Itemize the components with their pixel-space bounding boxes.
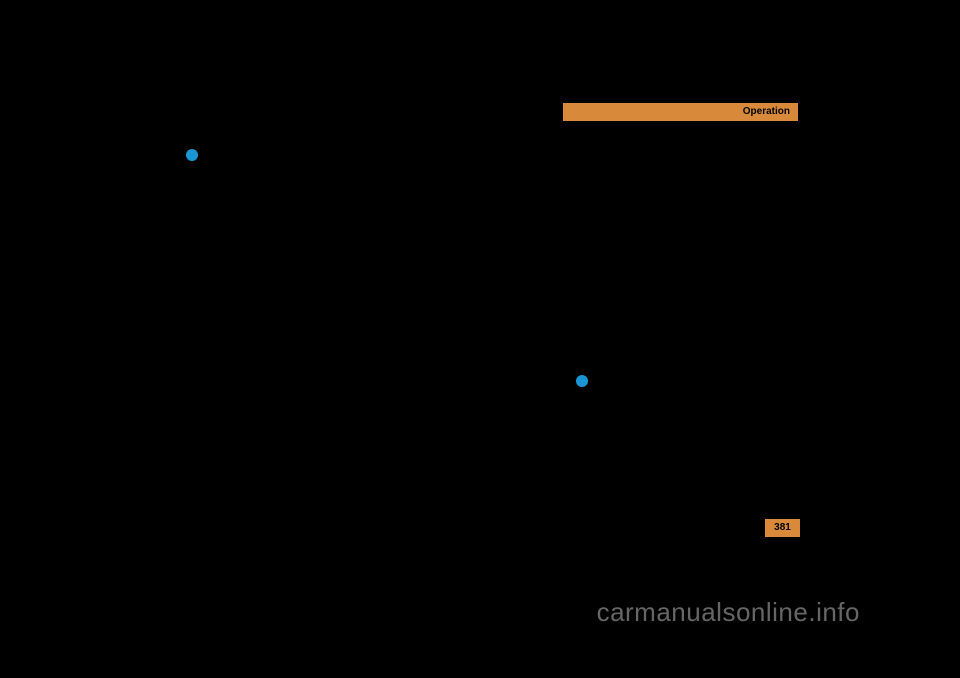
bullet-dot-2 — [576, 375, 588, 387]
bullet-dot-1 — [186, 149, 198, 161]
watermark-text: carmanualsonline.info — [597, 597, 860, 628]
page-number: 381 — [765, 519, 800, 537]
header-label: Operation — [743, 106, 790, 117]
